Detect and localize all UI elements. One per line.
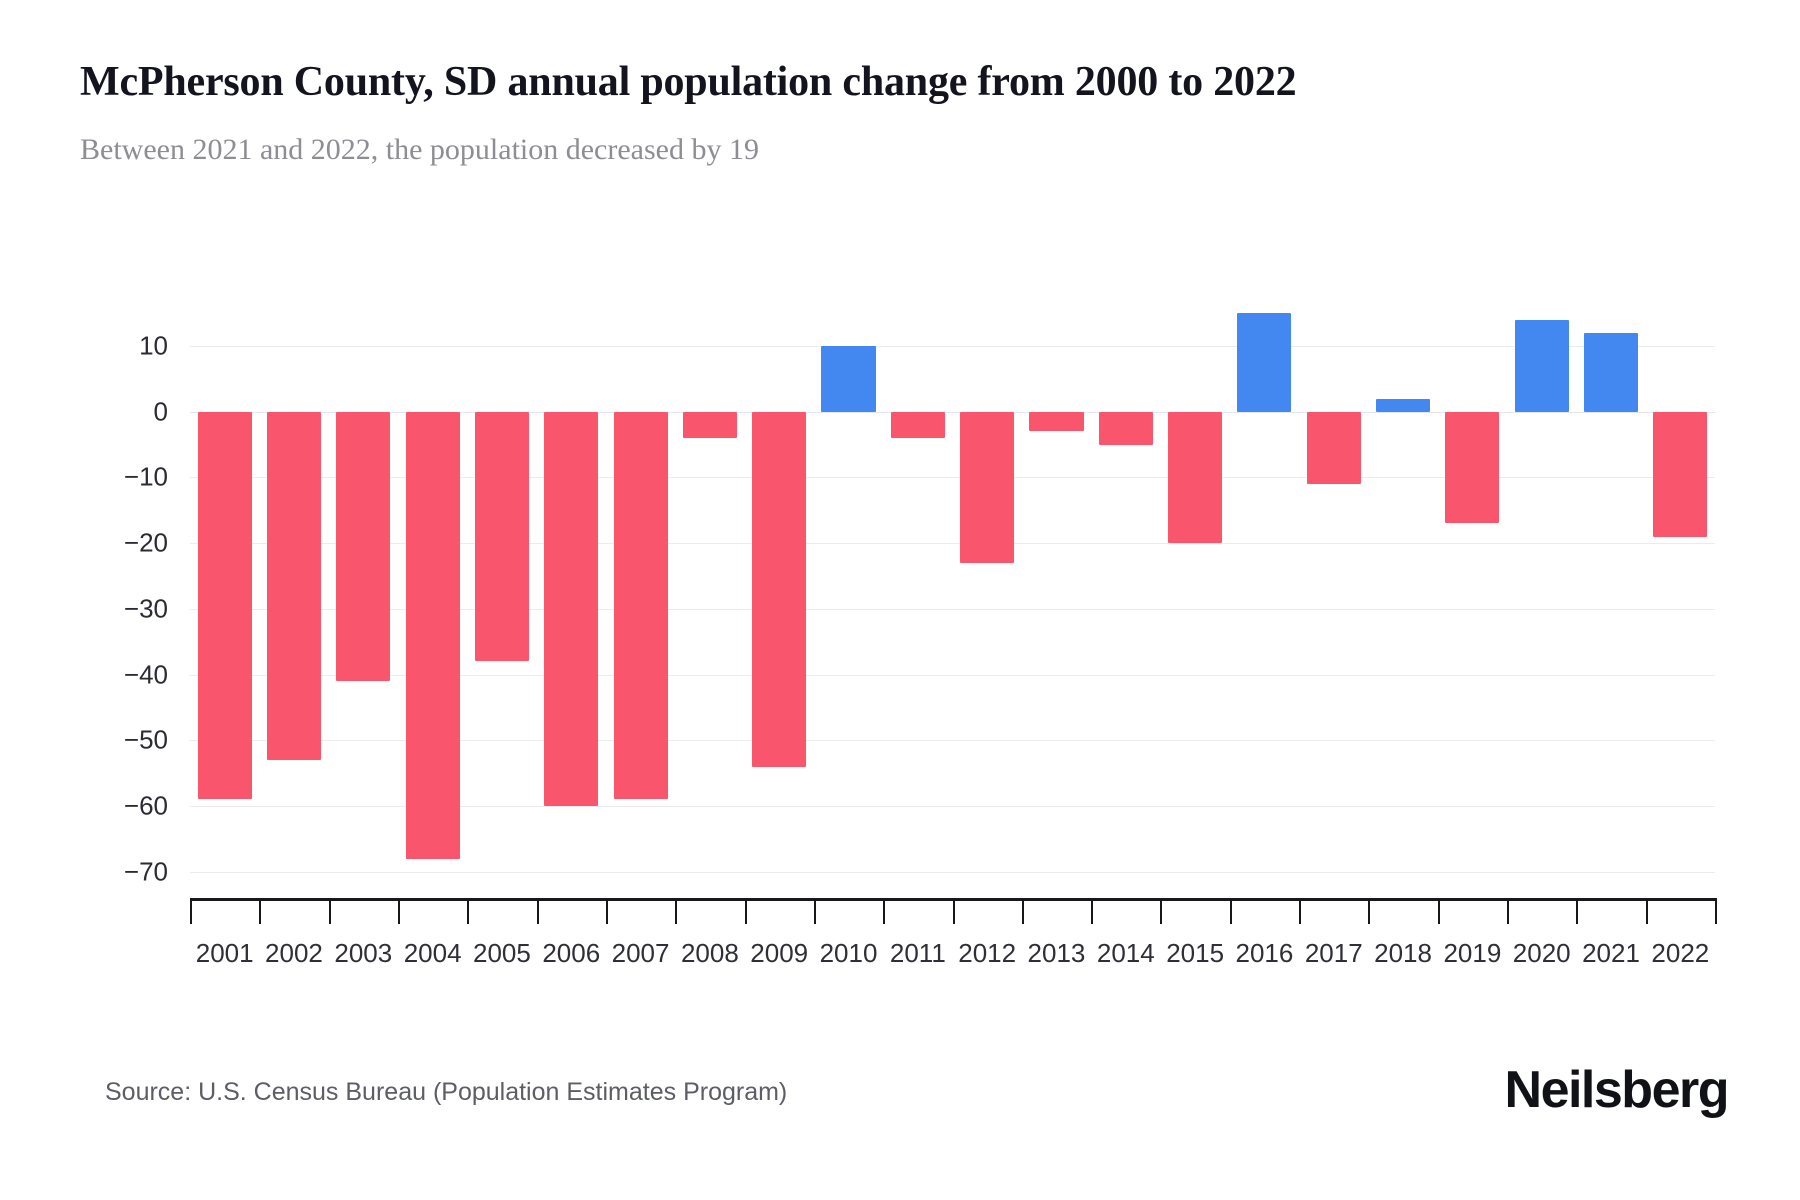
y-axis-tick-label: −50	[123, 724, 168, 755]
gridline	[190, 346, 1715, 347]
y-axis-tick-label: −20	[123, 527, 168, 558]
x-axis-tick-label: 2004	[403, 938, 462, 968]
gridline	[190, 543, 1715, 545]
bar[interactable]	[1583, 332, 1639, 412]
x-axis-tick-label: 2010	[819, 938, 878, 968]
bar[interactable]	[1237, 313, 1292, 412]
page-title: McPherson County, SD annual population c…	[80, 59, 1297, 105]
x-axis-tick-label: 2016	[1235, 938, 1294, 968]
bar[interactable]	[1098, 411, 1153, 445]
gridline	[190, 806, 1715, 807]
x-axis-tick-label: 2015	[1166, 938, 1225, 968]
x-axis-tick-label: 2008	[680, 938, 739, 968]
bar[interactable]	[1514, 319, 1569, 412]
x-axis-tick	[1576, 898, 1579, 924]
x-axis-tick	[1715, 898, 1717, 924]
x-axis-tick	[1299, 898, 1302, 924]
gridline	[190, 674, 1715, 676]
x-axis-tick-label: 2018	[1374, 938, 1432, 968]
x-axis-tick	[467, 898, 470, 924]
x-axis-tick	[952, 898, 955, 924]
x-axis-tick	[1091, 898, 1094, 924]
bar[interactable]	[544, 411, 599, 806]
x-axis-tick	[259, 898, 262, 924]
x-axis-tick	[1645, 898, 1648, 924]
x-axis-tick-label: 2003	[334, 938, 393, 968]
bar[interactable]	[1306, 411, 1361, 484]
x-axis-tick	[813, 898, 816, 924]
gridline	[190, 871, 1715, 873]
gridline	[190, 740, 1715, 742]
x-axis-tick	[1437, 898, 1440, 924]
bar[interactable]	[197, 411, 252, 800]
x-axis-tick-label: 2001	[195, 938, 254, 968]
bar[interactable]	[1029, 411, 1084, 432]
y-axis-tick-label: −10	[123, 461, 168, 492]
x-axis-tick	[1021, 898, 1024, 924]
x-axis-tick-label: 2014	[1096, 938, 1155, 968]
y-axis-tick-label: −70	[123, 856, 168, 887]
x-axis-tick-label: 2011	[889, 938, 946, 968]
chart-subtitle: Between 2021 and 2022, the population de…	[80, 133, 759, 166]
y-axis-tick-label: −60	[123, 790, 168, 821]
bar[interactable]	[1168, 411, 1223, 544]
x-axis-tick	[328, 898, 331, 924]
x-axis-tick-label: 2019	[1443, 938, 1502, 968]
y-axis-tick-label: −40	[123, 659, 168, 690]
bar[interactable]	[405, 411, 460, 859]
bar[interactable]	[474, 411, 529, 662]
plot-area: 10 0 −10 −20 −30 −40 −50 −60 −70	[124, 300, 1715, 898]
x-axis-tick	[1229, 898, 1232, 924]
bar[interactable]	[890, 411, 945, 438]
bar[interactable]	[960, 411, 1015, 563]
x-axis-tick	[1507, 898, 1510, 924]
bar[interactable]	[336, 411, 391, 682]
x-axis-tick	[675, 898, 678, 924]
x-axis-tick	[744, 898, 747, 924]
bar[interactable]	[266, 411, 321, 760]
x-axis-tick-label: 2020	[1512, 938, 1571, 968]
x-axis-tick-label: 2013	[1027, 938, 1086, 968]
x-axis-tick-label: 2006	[542, 938, 601, 968]
gridline	[190, 477, 1715, 479]
source-note: Source: U.S. Census Bureau (Population E…	[105, 1078, 788, 1106]
brand-logo: Neilsberg	[1504, 1061, 1730, 1119]
x-axis-tick-label: 2021	[1582, 938, 1640, 968]
x-axis-tick	[397, 898, 400, 924]
bar[interactable]	[613, 411, 668, 800]
x-axis-tick-label: 2005	[473, 938, 531, 968]
x-axis-tick	[1160, 898, 1163, 924]
y-axis-tick-label: −30	[123, 593, 168, 624]
bar[interactable]	[1653, 411, 1708, 537]
x-axis-tick	[1368, 898, 1371, 924]
bar[interactable]	[682, 411, 737, 438]
bar[interactable]	[821, 346, 876, 412]
gridline	[190, 608, 1715, 610]
x-axis-tick	[883, 898, 886, 924]
x-axis-tick-label: 2017	[1304, 938, 1363, 968]
bar[interactable]	[1376, 398, 1431, 412]
x-axis-tick-label: 2007	[611, 938, 670, 968]
x-axis-tick	[190, 898, 192, 924]
y-axis-tick-label: 10	[139, 330, 168, 361]
bar-series	[190, 300, 1715, 898]
x-axis-tick-label: 2022	[1651, 938, 1710, 968]
y-axis-tick-label: 0	[153, 396, 168, 427]
x-axis-tick-label: 2012	[958, 938, 1017, 968]
zero-line	[190, 411, 1715, 413]
bar[interactable]	[1445, 411, 1500, 524]
x-axis-tick-label: 2002	[265, 938, 323, 968]
x-axis-tick	[536, 898, 539, 924]
bar[interactable]	[752, 411, 807, 767]
x-axis-tick	[605, 898, 608, 924]
x-axis-tick-label: 2009	[750, 938, 809, 968]
